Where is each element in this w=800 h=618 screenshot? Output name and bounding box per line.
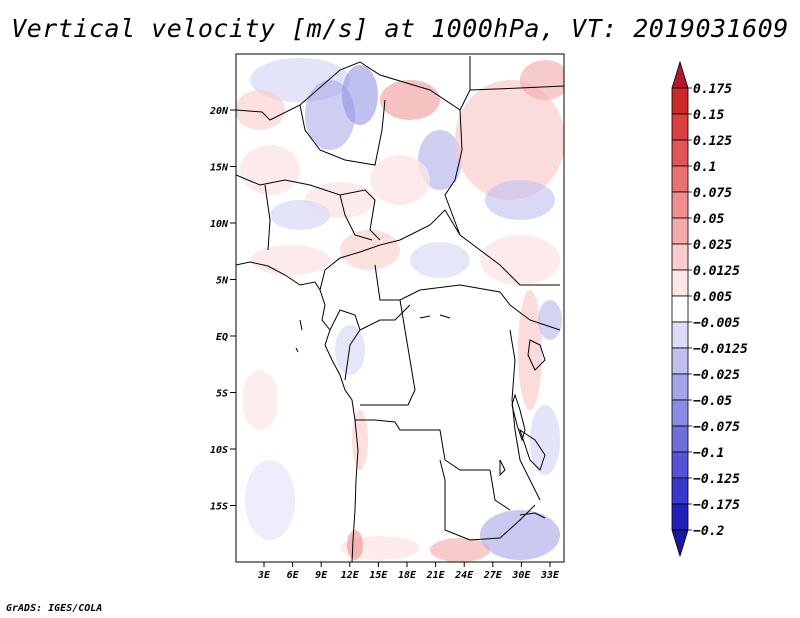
colorbar-swatch [671,321,689,349]
colorbar-label: 0.005 [693,290,732,305]
colorbar-label: −0.025 [693,368,740,383]
longitude-axis: 3E 6E 9E 12E 15E 18E 21E 24E 27E 30E 33E [257,562,560,581]
colorbar-swatch [671,295,689,323]
colorbar-swatch [671,503,689,531]
lon-tick-label: 18E [398,570,417,581]
colorbar-label: 0.0125 [693,264,740,279]
lat-tick-label: 5N [216,276,229,287]
colorbar-label: −0.075 [693,420,740,435]
colorbar-label: 0.075 [693,186,732,201]
colorbar-label: −0.05 [693,394,732,409]
colorbar-swatch [671,243,689,271]
colorbar-swatch [671,347,689,375]
lon-tick-label: 9E [315,570,328,581]
lon-tick-label: 33E [540,570,560,581]
lon-tick-label: 15E [369,570,388,581]
colorbar-swatch [671,113,689,141]
lon-tick-label: 12E [341,570,360,581]
colorbar-label: 0.175 [693,82,732,97]
colorbar-label: −0.005 [693,316,740,331]
latitude-axis: 20N 15N 10N 5N EQ 5S 10S 15S [209,106,236,513]
colorbar: 0.175 0.15 0.125 0.1 0.075 0.05 0.025 0.0125 0.0… [671,60,748,558]
lon-tick-label: 21E [426,570,446,581]
colorbar-label: −0.0125 [693,342,748,357]
colorbar-swatch [671,399,689,427]
lon-tick-label: 27E [483,570,503,581]
lon-tick-label: 6E [287,570,300,581]
colorbar-swatch [671,425,689,453]
colorbar-bottom-arrow [671,529,689,558]
lat-tick-label: 20N [209,106,229,117]
colorbar-label: −0.125 [693,472,740,487]
colorbar-label: 0.15 [693,108,724,123]
colorbar-label: 0.05 [693,212,724,227]
lon-tick-label: 24E [454,570,474,581]
colorbar-top-arrow [671,60,689,89]
lat-tick-label: 10S [210,445,228,456]
footer-credit: GrADS: IGES/COLA [6,603,103,614]
colorbar-label: 0.1 [693,160,716,175]
lon-tick-label: 30E [511,570,531,581]
colorbar-swatch [671,477,689,505]
lat-tick-label: 10N [210,219,229,230]
map-frame [235,53,565,563]
lon-tick-label: 3E [257,570,271,581]
velocity-field [236,58,564,562]
colorbar-swatch [671,217,689,245]
colorbar-label: −0.1 [693,446,724,461]
colorbar-label: −0.175 [693,498,740,513]
colorbar-swatch [671,191,689,219]
lat-tick-label: 15N [210,163,229,174]
colorbar-swatch [671,165,689,193]
colorbar-label: 0.025 [693,238,732,253]
lat-tick-label: 5S [216,389,228,400]
map-title: Vertical velocity [m/s] at 1000hPa, VT: … [11,14,789,43]
country-borders [236,56,564,562]
lat-tick-label: EQ [216,332,228,343]
colorbar-swatch [671,373,689,401]
colorbar-swatch [671,139,689,167]
lat-tick-label: 15S [210,502,228,513]
colorbar-label: −0.2 [693,524,724,539]
colorbar-swatch [671,269,689,297]
colorbar-swatch [671,87,689,115]
colorbar-label: 0.125 [693,134,732,149]
colorbar-swatch [671,451,689,479]
